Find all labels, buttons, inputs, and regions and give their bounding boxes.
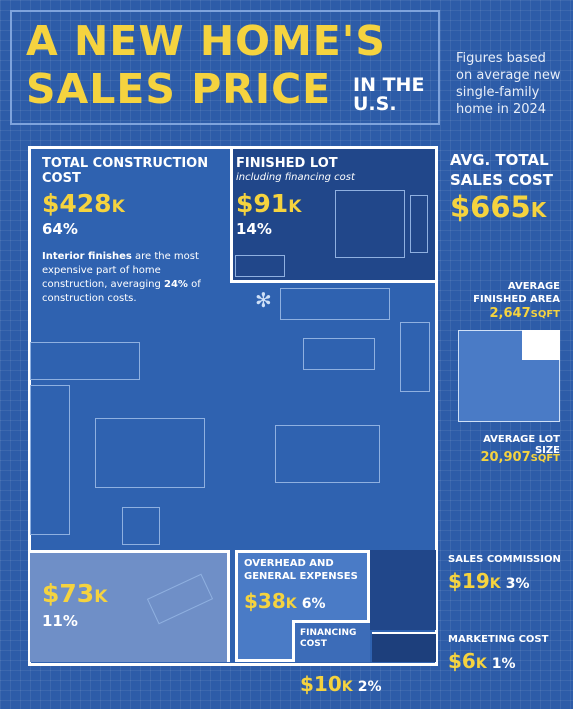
profit-room	[30, 550, 230, 662]
armchair-icon	[400, 322, 430, 392]
dining-table-icon	[275, 425, 380, 483]
marketing-heading: MARKETING COST	[448, 634, 549, 645]
marketing-amount: $6	[448, 649, 476, 673]
note-end: of construction costs.	[42, 279, 201, 304]
total-heading: AVG. TOTAL SALES COST	[450, 150, 553, 190]
suitcase-icon	[235, 255, 285, 277]
title-frame	[10, 10, 440, 125]
construction-pct: 64%	[42, 220, 78, 238]
overhead-heading-1: OVERHEAD AND	[244, 558, 334, 569]
overhead-heading-2: GENERAL EXPENSES	[244, 571, 358, 582]
construction-note: Interior finishes are the most expensive…	[42, 250, 212, 306]
kitchen-island-icon	[95, 418, 205, 488]
lot-size-unit: SQFT	[530, 453, 560, 464]
lot-heading: FINISHED LOT	[236, 156, 338, 171]
title-suffix-2: U.S.	[353, 93, 397, 115]
overhead-pct: 6%	[301, 596, 326, 612]
kitchen-counter-icon	[30, 342, 140, 380]
construction-amount: $428	[42, 189, 112, 218]
financing-unit: K	[341, 679, 353, 695]
lot-size-value: 20,907SQFT	[455, 450, 560, 465]
bed-icon	[335, 190, 405, 258]
finished-area-label-1: AVERAGE	[507, 281, 560, 292]
finished-area-unit: SQFT	[530, 309, 560, 320]
finished-area-number: 2,647	[489, 306, 531, 321]
sofa-icon	[280, 288, 390, 320]
overhead-heading: OVERHEAD AND GENERAL EXPENSES	[244, 557, 358, 583]
commission-heading: SALES COMMISSION	[448, 554, 561, 565]
note-bold: Interior finishes	[42, 251, 132, 262]
lot-sub: including financing cost	[236, 172, 355, 183]
financing-room	[292, 620, 370, 662]
total-heading-2: SALES COST	[450, 171, 554, 189]
figures-note: Figures based on average new single-fami…	[456, 51, 561, 117]
financing-heading: FINANCING COST	[300, 628, 356, 650]
title-line-1: A NEW HOME'S	[26, 17, 386, 65]
lot-unit: K	[288, 197, 302, 217]
note-rest: are the most expensive part of home cons…	[42, 251, 199, 290]
commission-value: $19K 3%	[448, 567, 529, 598]
kitchen-appliances-icon	[30, 385, 70, 535]
finished-lot-room	[230, 146, 438, 283]
title-suffix-1: IN THE	[353, 74, 425, 96]
marketing-closet	[372, 632, 436, 662]
nightstand-icon	[410, 195, 428, 253]
construction-heading-2: COST	[42, 171, 81, 186]
profit-amount: $73	[42, 579, 95, 608]
marketing-value: $6K 1%	[448, 647, 516, 678]
commission-pct: 3%	[505, 576, 530, 592]
profit-pct: 11%	[42, 612, 78, 630]
overhead-value: $38K 6%	[244, 587, 325, 618]
finished-area-square	[522, 330, 560, 360]
commission-unit: K	[489, 576, 501, 592]
marketing-pct: 1%	[491, 656, 516, 672]
financing-amount: $10	[300, 672, 342, 696]
plant-icon: ✻	[255, 288, 272, 312]
financing-value: $10K 2%	[300, 670, 381, 701]
construction-heading-1: TOTAL CONSTRUCTION	[42, 156, 209, 171]
total-unit: K	[530, 198, 547, 222]
finished-area-value: 2,647SQFT	[458, 306, 560, 321]
total-heading-1: AVG. TOTAL	[450, 151, 549, 169]
overhead-unit: K	[285, 596, 297, 612]
total-amount: $665	[450, 190, 531, 224]
profit-value: $73K	[42, 580, 107, 611]
finished-area-label-2: FINISHED AREA	[473, 294, 560, 305]
financing-pct: 2%	[357, 679, 382, 695]
total-value: $665K	[450, 193, 546, 224]
construction-unit: K	[111, 197, 125, 217]
lot-size-label: AVERAGE LOT SIZE	[483, 434, 560, 456]
financing-heading-1: FINANCING	[300, 628, 357, 638]
stove-icon	[122, 507, 160, 545]
construction-value: $428K	[42, 190, 125, 221]
finished-area-label: AVERAGE FINISHED AREA	[458, 280, 560, 306]
lot-size-number: 20,907	[480, 450, 531, 465]
marketing-unit: K	[475, 656, 487, 672]
financing-heading-2: COST	[300, 639, 327, 649]
commission-amount: $19	[448, 569, 490, 593]
lot-amount: $91	[236, 189, 289, 218]
overhead-amount: $38	[244, 589, 286, 613]
profit-unit: K	[94, 587, 108, 607]
bathroom	[370, 550, 436, 630]
lot-value: $91K	[236, 190, 301, 221]
coffee-table-icon	[303, 338, 375, 370]
lot-pct: 14%	[236, 220, 272, 238]
note-bold-2: 24%	[163, 279, 188, 290]
title-line-2: SALES PRICE	[26, 65, 332, 113]
